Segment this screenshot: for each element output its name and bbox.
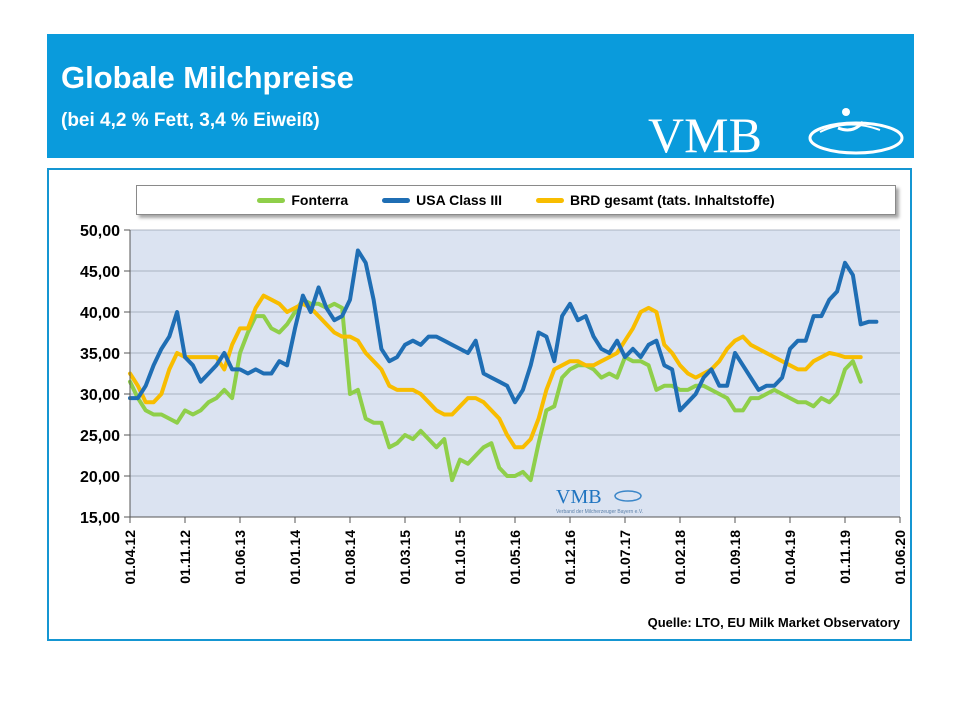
header-banner: Globale Milchpreise (bei 4,2 % Fett, 3,4… [47,34,914,158]
series-line-fonterra [128,297,863,483]
legend-label-brd: BRD gesamt (tats. Inhaltstoffe) [570,192,775,208]
page-subtitle: (bei 4,2 % Fett, 3,4 % Eiweiß) [61,110,320,131]
x-tick-label: 01.06.13 [232,530,248,585]
series-layer [128,248,879,483]
y-tick-label: 40,00 [80,305,120,322]
watermark-tagline: Verband der Milcherzeuger Bayern e.V. [556,509,643,515]
vmb-logo: VMB [648,107,904,158]
x-tick-label: 01.05.16 [507,530,523,585]
x-tick-label: 01.10.15 [452,530,468,585]
y-tick-label: 30,00 [80,387,120,404]
y-tick-label: 35,00 [80,346,120,363]
x-tick-label: 01.03.15 [397,530,413,585]
y-tick-label: 45,00 [80,264,120,281]
x-tick-label: 01.06.20 [892,530,908,585]
legend-item-usa: USA Class III [382,192,502,208]
plot-area [130,230,900,517]
x-tick-label: 01.01.14 [287,530,303,585]
x-tick-label: 01.07.17 [617,530,633,585]
watermark-swoosh-icon [614,490,642,502]
y-tick-label: 15,00 [80,510,120,527]
page-title: Globale Milchpreise [61,60,354,95]
x-tick-label: 01.04.19 [782,530,798,585]
legend-swatch-fonterra [257,197,286,203]
x-tick-label: 01.08.14 [342,530,358,585]
x-tick-labels: 01.04.12 01.11.12 01.06.13 01.01.14 01.08.14… [122,517,908,585]
y-tick-labels: 15,00 20,00 25,00 30,00 35,00 40,00 45,00 50,00 [80,223,130,527]
vmb-logo-text: VMB [648,107,762,158]
y-tick-label: 50,00 [80,223,120,240]
legend-item-fonterra: Fonterra [257,192,348,208]
legend-label-usa: USA Class III [416,192,503,208]
x-tick-label: 01.04.12 [122,530,138,585]
x-tick-label: 01.09.18 [727,530,743,585]
legend-item-brd: BRD gesamt (tats. Inhaltstoffe) [536,192,775,208]
x-tick-label: 01.02.18 [672,530,688,585]
legend-swatch-usa [382,197,411,203]
watermark-logo: VMB Verband der Milcherzeuger Bayern e.V… [556,486,643,515]
legend-label-fonterra: Fonterra [291,192,349,208]
chart-legend: Fonterra USA Class III BRD gesamt (tats.… [136,185,896,215]
series-line-brd [128,293,863,450]
grid-lines [130,229,900,477]
source-note: Quelle: LTO, EU Milk Market Observatory [647,615,900,630]
x-tick-label: 01.12.16 [562,530,578,585]
swoosh-icon [808,108,904,155]
y-tick-label: 20,00 [80,469,120,486]
legend-swatch-brd [536,197,565,203]
watermark-text: VMB [556,486,602,508]
x-tick-label: 01.11.12 [177,530,193,584]
series-line-usa [128,248,879,413]
y-tick-label: 25,00 [80,428,120,445]
x-tick-label: 01.11.19 [837,530,853,584]
